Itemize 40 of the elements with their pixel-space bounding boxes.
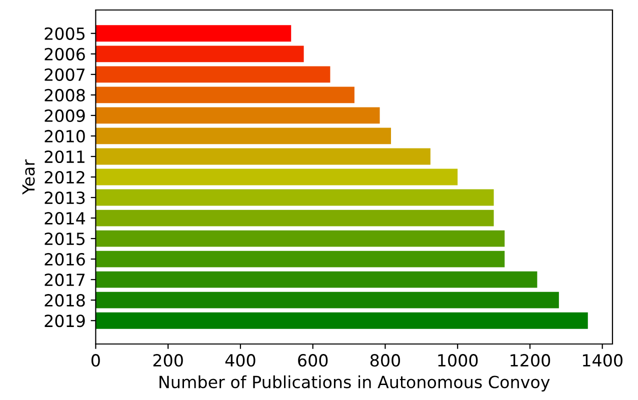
- bar: [96, 168, 458, 186]
- bar: [96, 250, 505, 268]
- y-tick-label: 2011: [44, 150, 84, 164]
- y-tick-label: 2014: [44, 212, 86, 225]
- x-tick-label: 1000: [438, 354, 478, 367]
- bar: [96, 148, 430, 165]
- x-tick-label: 800: [370, 354, 400, 367]
- x-tick-label: 1400: [582, 354, 622, 367]
- y-tick-label: 2006: [44, 48, 85, 60]
- bar: [96, 25, 292, 42]
- y-tick-label: 2017: [44, 274, 85, 286]
- bar: [96, 189, 494, 206]
- y-tick-label: 2018: [44, 294, 85, 307]
- bar: [96, 66, 330, 83]
- x-tick-label: 0: [91, 354, 100, 367]
- bar: [96, 271, 538, 288]
- y-tick-label: 2010: [44, 130, 85, 143]
- bar: [96, 312, 588, 329]
- y-tick-label: 2013: [44, 191, 85, 204]
- y-tick-label: 2012: [44, 170, 84, 184]
- x-tick-label: 600: [298, 354, 328, 367]
- y-tick-label: 2019: [44, 314, 85, 328]
- bar: [96, 107, 380, 124]
- bar: [96, 46, 304, 62]
- bar: [96, 210, 494, 226]
- x-tick-label: 400: [225, 354, 256, 367]
- y-tick-label: 2009: [44, 109, 85, 122]
- y-tick-label: 2015: [44, 232, 85, 246]
- y-tick-label: 2005: [44, 27, 85, 40]
- x-tick-label: 1200: [510, 354, 550, 367]
- x-tick-label: 200: [153, 354, 183, 367]
- y-tick-label: 2016: [44, 253, 85, 266]
- bar: [96, 128, 392, 144]
- bar: [96, 292, 559, 308]
- x-axis-title: Number of Publications in Autonomous Convoy: [160, 375, 550, 392]
- y-tick-label: 2007: [44, 68, 85, 81]
- bar: [96, 86, 354, 104]
- bar: [96, 230, 505, 247]
- y-tick-label: 2008: [44, 88, 85, 102]
- y-axis-title: Year: [22, 159, 35, 195]
